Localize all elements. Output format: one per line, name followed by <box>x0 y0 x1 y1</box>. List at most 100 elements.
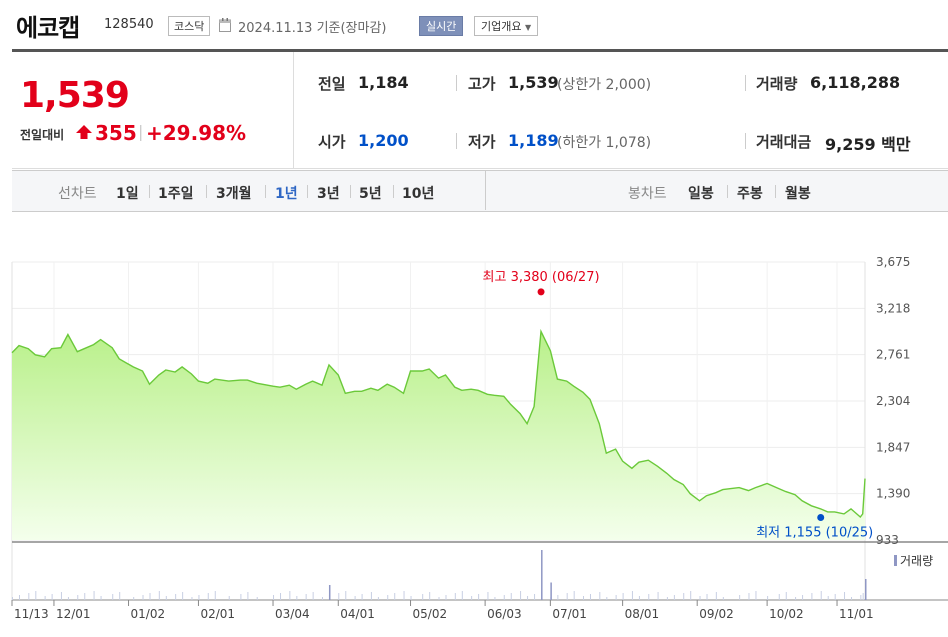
open-value: 1,200 <box>358 131 409 150</box>
volume-bar <box>471 596 473 600</box>
x-tick-label: 06/03 <box>487 607 522 621</box>
volume-bar <box>778 594 780 600</box>
volume-bar <box>503 595 505 600</box>
volume-bar <box>361 594 363 600</box>
period-3m[interactable]: 3개월 <box>216 186 252 202</box>
volume-bar <box>706 594 708 600</box>
volume-bar <box>573 591 575 600</box>
volume-bar <box>454 593 456 600</box>
candle-monthly[interactable]: 월봉 <box>785 186 811 202</box>
volume-bar <box>93 591 95 600</box>
volume-bar <box>18 595 20 600</box>
x-tick-label: 07/01 <box>552 607 587 621</box>
price-line <box>11 328 866 519</box>
max-annotation: 최고 3,380 (06/27) <box>483 270 600 285</box>
volume-bar <box>191 597 193 600</box>
period-separator <box>350 185 351 198</box>
volume-bar <box>67 597 69 600</box>
chevron-down-icon: ▼ <box>524 23 532 32</box>
volume-bar <box>767 596 769 600</box>
volume-bar <box>599 592 601 600</box>
volume-bar <box>820 591 822 600</box>
volume-bar <box>802 595 804 600</box>
volume-bar <box>699 596 701 600</box>
volume-value: 6,118,288 <box>810 73 901 92</box>
volume-bar <box>666 597 668 600</box>
volume-bar <box>748 593 750 600</box>
volume-bar <box>100 596 102 600</box>
change-separator: | <box>138 122 144 141</box>
stock-code: 128540 <box>104 17 154 32</box>
volume-bar <box>862 593 864 600</box>
x-tick-label: 01/02 <box>131 607 166 621</box>
volume-bar <box>615 595 617 600</box>
volume-bar <box>207 593 209 600</box>
volume-bar <box>312 592 314 600</box>
volume-bar <box>722 597 724 600</box>
volume-bar <box>860 595 862 600</box>
trade-amount-label: 거래대금 <box>756 133 812 151</box>
volume-bar <box>795 597 797 600</box>
prev-close-label: 전일 <box>318 75 346 93</box>
volume-bar <box>622 593 624 600</box>
x-tick-label: 04/01 <box>340 607 375 621</box>
y-tick-label: 933 <box>876 533 899 547</box>
x-tick-label: 12/01 <box>56 607 91 621</box>
volume-bar <box>228 596 230 600</box>
volume-bar <box>566 593 568 600</box>
period-5y[interactable]: 5년 <box>359 186 382 202</box>
volume-bar <box>527 596 529 600</box>
volume-bar <box>370 592 372 600</box>
period-3y[interactable]: 3년 <box>317 186 340 202</box>
max-marker <box>537 288 545 296</box>
x-tick-label: 11/13 <box>14 607 49 621</box>
volume-bar <box>214 591 216 600</box>
volume-bar <box>739 595 741 600</box>
volume-bar <box>673 595 675 600</box>
period-10y[interactable]: 10년 <box>402 186 435 202</box>
volume-bar <box>478 594 480 600</box>
candle-weekly[interactable]: 주봉 <box>737 186 763 202</box>
header-rule <box>12 49 948 52</box>
volume-bar <box>844 592 846 600</box>
volume-bar <box>12 597 13 600</box>
volume-bar <box>541 550 543 600</box>
realtime-button[interactable]: 실시간 <box>419 16 464 36</box>
field-separator <box>456 75 457 91</box>
volume-bar <box>240 594 242 600</box>
volume-bar <box>158 591 160 600</box>
quote-panel <box>12 52 948 169</box>
volume-bar <box>112 594 114 600</box>
period-1w[interactable]: 1주일 <box>158 186 194 202</box>
volume-bar <box>354 596 356 600</box>
company-profile-dropdown[interactable]: 기업개요 ▼ <box>474 16 539 36</box>
period-1d[interactable]: 1일 <box>116 186 139 202</box>
volume-bar <box>296 596 298 600</box>
calendar-icon <box>219 18 231 32</box>
volume-bar <box>715 592 717 600</box>
volume-bar <box>84 593 86 600</box>
stock-name: 에코캡 <box>16 14 80 42</box>
field-separator <box>456 133 457 149</box>
volume-bar <box>582 596 584 600</box>
volume-bar <box>142 595 144 600</box>
volume-bar <box>77 595 79 600</box>
period-separator <box>727 185 728 198</box>
change-amount: 355 <box>95 121 137 145</box>
volume-bar <box>690 591 692 600</box>
volume-bar <box>133 597 135 600</box>
x-tick-label: 02/01 <box>200 607 235 621</box>
period-bar-divider <box>485 170 486 210</box>
upper-limit: (상한가 2,000) <box>557 77 652 93</box>
period-1y[interactable]: 1년 <box>275 186 298 202</box>
volume-bar <box>520 591 522 600</box>
high-value: 1,539 <box>508 73 559 92</box>
volume-bar <box>338 593 340 600</box>
candle-daily[interactable]: 일봉 <box>688 186 714 202</box>
candle-chart-label: 봉차트 <box>628 186 667 202</box>
y-tick-label: 3,218 <box>876 301 910 315</box>
volume-bar <box>387 595 389 600</box>
volume-bar <box>811 593 813 600</box>
x-tick-label: 09/02 <box>699 607 734 621</box>
volume-bar <box>422 594 424 600</box>
